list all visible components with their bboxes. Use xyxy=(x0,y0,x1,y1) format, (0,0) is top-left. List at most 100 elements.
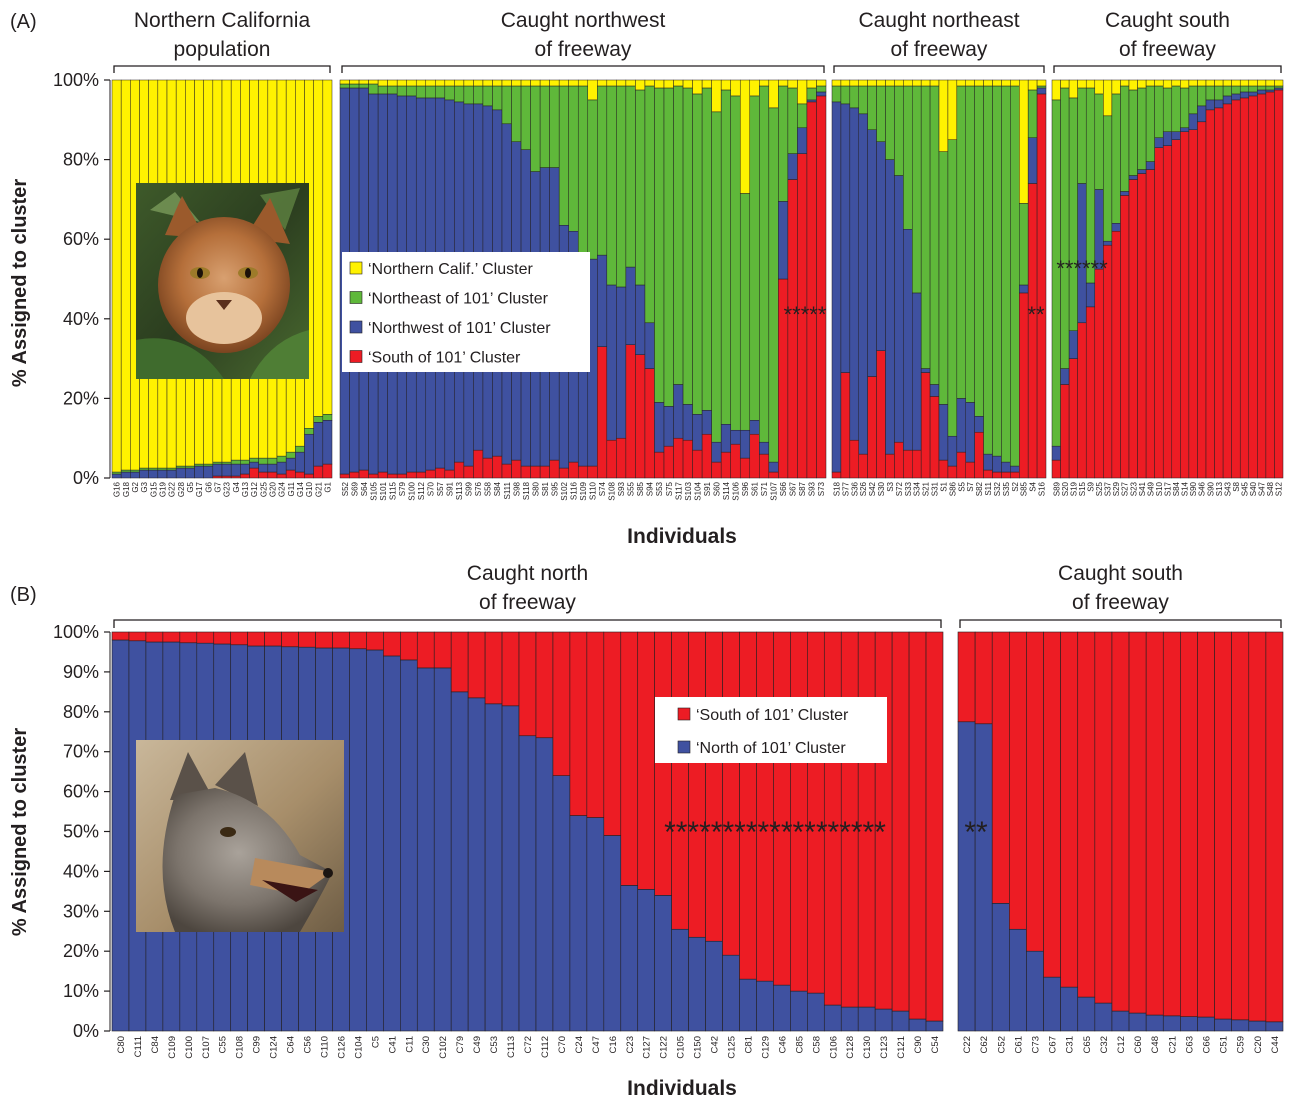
bar-segment-northeast xyxy=(1060,87,1070,369)
bar-segment-south xyxy=(530,465,541,479)
x-tick-label: C113 xyxy=(506,1036,517,1058)
bar-segment-northern_calif xyxy=(849,79,860,87)
bar-segment-northeast xyxy=(974,85,984,417)
group-brackets-b xyxy=(113,619,1282,628)
bar-segment-south xyxy=(768,471,779,479)
bar-segment-northern_calif xyxy=(1265,79,1275,87)
bar-segment-northeast xyxy=(166,467,177,471)
bar-segment-northwest xyxy=(983,453,993,471)
bar-segment-northern_calif xyxy=(768,79,779,109)
bar-segment-northwest xyxy=(739,429,751,459)
bar-segment-northwest xyxy=(111,473,122,479)
group-bracket xyxy=(1053,65,1282,73)
bar-segment-northern_calif xyxy=(339,79,350,85)
bar-segment-south xyxy=(511,459,522,479)
x-tick-label: S98 xyxy=(512,481,521,496)
bar-segment-south xyxy=(213,631,232,645)
bar-segment-northwest xyxy=(1111,223,1121,232)
bar-segment-northeast xyxy=(230,459,241,465)
x-tick-label: S8 xyxy=(1232,481,1241,491)
bar-segment-northwest xyxy=(166,469,177,479)
bar-segment-northern_calif xyxy=(806,79,817,89)
y-tick-label: 100% xyxy=(53,622,99,642)
bar-segment-northeast xyxy=(568,85,579,232)
bar-segment-south xyxy=(1231,631,1250,1021)
bar-segment-south xyxy=(258,471,269,479)
bar-segment-northeast xyxy=(111,471,122,475)
x-tick-label: C51 xyxy=(1219,1036,1230,1053)
x-tick-label: G19 xyxy=(158,481,167,497)
bar-segment-northern_calif xyxy=(938,79,949,152)
bar-segment-north xyxy=(991,903,1010,1032)
x-tick-label: C64 xyxy=(286,1036,297,1053)
group-label: Caught south xyxy=(1105,9,1230,32)
group-bracket xyxy=(113,619,942,628)
bar-segment-northwest xyxy=(1239,91,1250,99)
bar-segment-north xyxy=(484,703,503,1032)
bar-segment-northern_calif xyxy=(912,79,922,87)
bar-segment-north xyxy=(739,978,757,1032)
bar-segment-northwest xyxy=(1180,127,1190,132)
bar-segment-northern_calif xyxy=(1274,79,1284,87)
bar-segment-south xyxy=(1231,99,1241,479)
bar-segment-northern_calif xyxy=(920,79,931,87)
bar-segment-northwest xyxy=(148,469,159,479)
panel-a: (A) Northern California population Caught … xyxy=(9,9,1284,548)
bar-segment-northeast xyxy=(520,85,531,150)
x-tick-label: C99 xyxy=(252,1036,263,1053)
bar-segment-northern_calif xyxy=(539,79,550,87)
bar-segment-northeast xyxy=(358,83,369,89)
x-tick-label: S9 xyxy=(1087,481,1096,491)
bar-segment-north xyxy=(501,705,520,1032)
bar-segment-south xyxy=(1010,471,1020,479)
bar-segment-northwest xyxy=(1085,282,1096,308)
bar-segment-northeast xyxy=(1154,85,1164,138)
bar-segment-northeast xyxy=(501,85,512,125)
bar-segment-south xyxy=(1145,169,1155,479)
bar-segment-northeast xyxy=(406,85,417,97)
x-tick-label: S117 xyxy=(674,481,683,500)
x-tick-label: C130 xyxy=(862,1036,873,1059)
bar-segment-northeast xyxy=(711,111,722,443)
legend-label: ‘South of 101’ Cluster xyxy=(696,707,849,724)
y-tick-label: 40% xyxy=(63,861,99,881)
bar-segment-south xyxy=(377,471,388,479)
x-tick-label: C5 xyxy=(370,1036,381,1048)
bar-segment-northeast xyxy=(720,89,731,425)
x-tick-label: G4 xyxy=(232,481,241,492)
bar-segment-south xyxy=(894,441,904,479)
x-tick-label: G7 xyxy=(213,481,222,492)
bar-segment-south xyxy=(1077,322,1087,479)
bar-segment-northwest xyxy=(1205,99,1215,111)
bar-segment-northeast xyxy=(616,85,627,288)
bar-segment-south xyxy=(577,465,589,479)
x-tick-label: S32 xyxy=(993,481,1002,496)
y-tick-label: 0% xyxy=(73,1021,99,1041)
x-tick-label: C41 xyxy=(387,1036,398,1053)
x-axis-label-b: Individuals xyxy=(627,1077,737,1100)
bar-segment-north xyxy=(874,1008,893,1032)
bar-segment-north xyxy=(1180,1016,1198,1032)
bar-segment-northwest xyxy=(1128,175,1138,180)
bar-segment-northwest xyxy=(285,457,296,471)
bar-segment-northwest xyxy=(867,129,877,377)
bar-segment-northern_calif xyxy=(577,79,589,87)
bar-segment-northwest xyxy=(929,384,940,397)
x-tick-label: C84 xyxy=(150,1036,161,1053)
x-tick-label: S108 xyxy=(608,481,617,500)
bar-segment-south xyxy=(322,463,333,479)
bar-segment-south xyxy=(974,431,984,479)
bar-segment-northern_calif xyxy=(482,79,493,87)
bar-segment-northeast xyxy=(1257,85,1267,91)
bar-segment-northern_calif xyxy=(1239,79,1250,87)
bar-segment-south xyxy=(230,475,241,479)
bar-segment-northern_calif xyxy=(616,79,627,87)
bar-segment-south xyxy=(247,631,265,647)
group-bracket xyxy=(959,619,1282,628)
bar-segment-south xyxy=(1274,89,1284,479)
bar-segment-northern_calif xyxy=(929,79,940,87)
bar-segment-northern_calif xyxy=(947,79,958,140)
bar-segment-northwest xyxy=(157,469,168,479)
bar-segment-south xyxy=(974,631,993,725)
bar-segment-north xyxy=(569,815,588,1032)
